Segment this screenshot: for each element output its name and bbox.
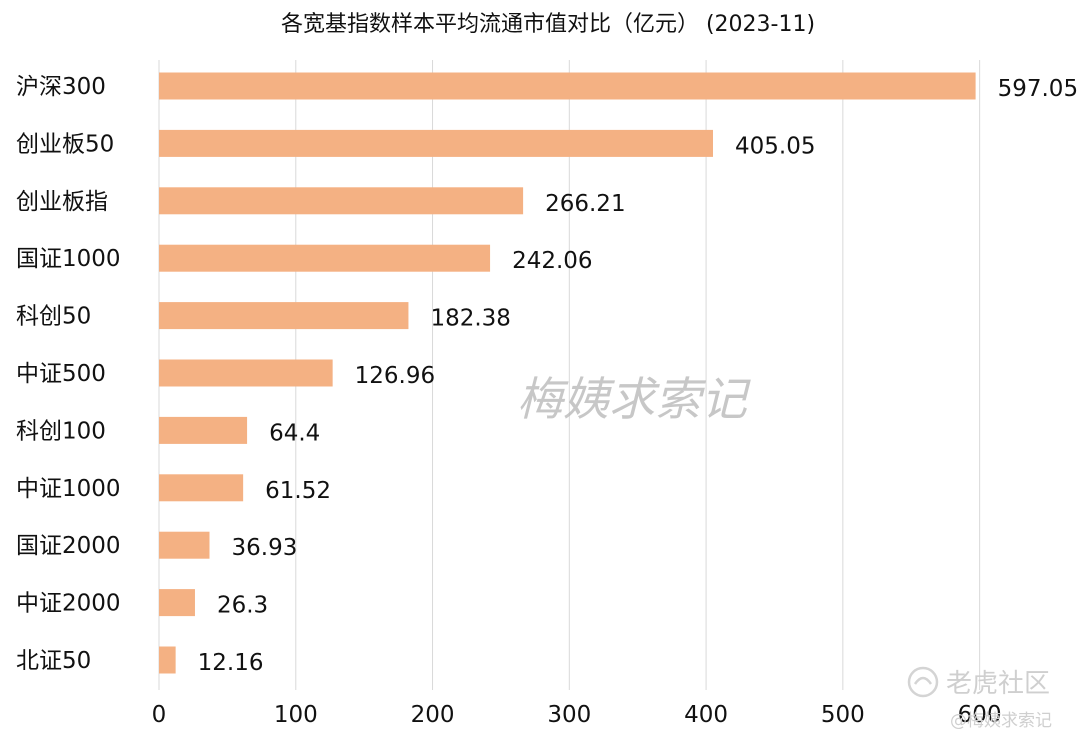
bar-9 (159, 589, 195, 617)
x-tick-label-3: 300 (547, 702, 591, 728)
bar-6 (159, 416, 248, 444)
category-label-9: 中证2000 (16, 591, 121, 617)
value-label-0: 597.05 (998, 76, 1078, 102)
value-labels: 597.05 405.05 266.21 242.06 182.38 126.96 64.4… (198, 76, 1078, 676)
category-label-2: 创业板指 (16, 189, 108, 215)
value-label-7: 61.52 (265, 478, 331, 504)
bar-4 (159, 302, 409, 330)
value-label-1: 405.05 (735, 133, 815, 159)
category-label-10: 北证50 (16, 648, 91, 674)
watermark-text: 梅姨求索记 (517, 372, 751, 426)
x-tick-label-0: 0 (152, 702, 167, 728)
bar-10 (159, 646, 176, 674)
x-tick-labels: 0 100 200 300 400 500 600 (152, 702, 1002, 728)
value-label-3: 242.06 (512, 248, 592, 274)
watermark-brand: 老虎社区 (946, 669, 1050, 699)
chart-title: 各宽基指数样本平均流通市值对比（亿元） (2023-11) (281, 12, 815, 37)
value-label-2: 266.21 (545, 191, 625, 217)
bar-8 (159, 531, 210, 559)
category-label-8: 国证2000 (16, 533, 121, 559)
category-label-7: 中证1000 (16, 476, 121, 502)
value-label-6: 64.4 (269, 420, 320, 446)
grid-lines (158, 60, 981, 690)
bar-1 (159, 129, 713, 157)
x-tick-label-1: 100 (274, 702, 318, 728)
value-label-4: 182.38 (430, 306, 510, 332)
value-label-8: 36.93 (232, 535, 298, 561)
value-label-5: 126.96 (355, 363, 435, 389)
bar-5 (159, 359, 333, 387)
watermark-logo-icon (907, 666, 939, 698)
category-label-0: 沪深300 (16, 74, 106, 100)
bar-7 (159, 474, 244, 502)
bars (159, 72, 976, 674)
value-label-10: 12.16 (198, 650, 264, 676)
x-tick-label-4: 400 (684, 702, 728, 728)
watermark-author: @梅姨求索记 (950, 711, 1052, 731)
category-label-5: 中证500 (16, 361, 106, 387)
bar-3 (159, 244, 491, 272)
bar-2 (159, 187, 524, 215)
bar-0 (159, 72, 976, 100)
category-label-4: 科创50 (16, 304, 91, 330)
category-label-3: 国证1000 (16, 246, 121, 272)
value-label-9: 26.3 (217, 593, 268, 619)
category-label-1: 创业板50 (16, 131, 114, 157)
x-tick-label-2: 200 (411, 702, 455, 728)
x-tick-label-5: 500 (821, 702, 865, 728)
category-label-6: 科创100 (16, 418, 106, 444)
x-tick-label-6: 600 (958, 702, 1002, 728)
